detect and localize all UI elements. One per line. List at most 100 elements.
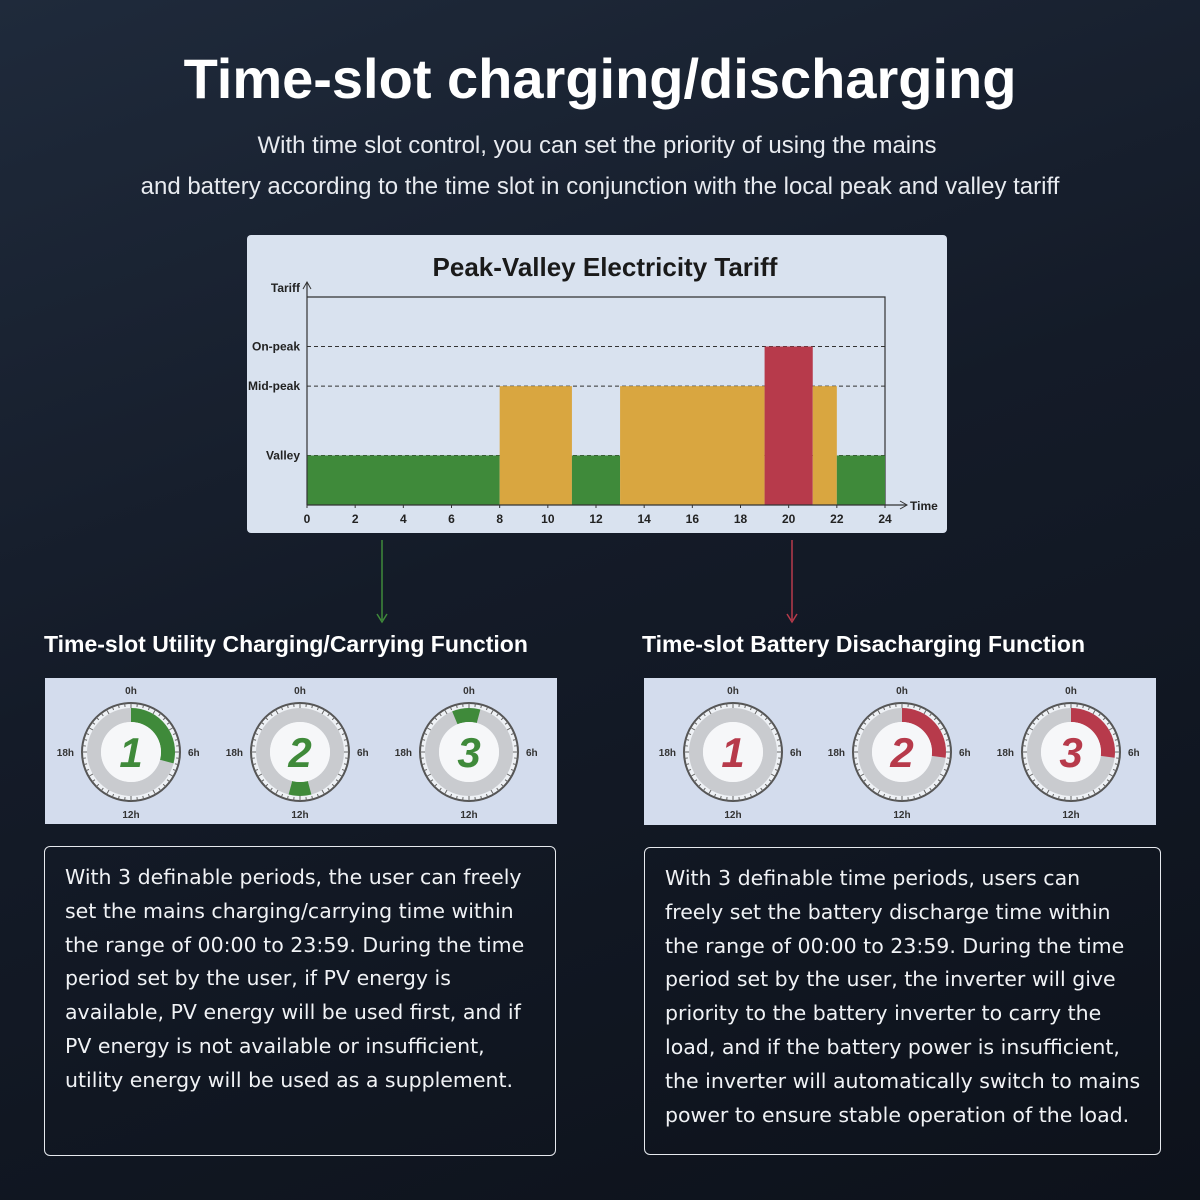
dial-tick: [945, 763, 950, 766]
x-tick-label: 20: [782, 512, 796, 526]
dial-tick: [1023, 738, 1028, 741]
panel-text: With 3 definable time periods, users can…: [644, 847, 1161, 1155]
dial-tick: [117, 795, 120, 800]
dial-tick: [252, 738, 257, 741]
x-tick-label: 10: [541, 512, 555, 526]
dial-face: [270, 722, 330, 782]
dial-tick: [929, 787, 933, 792]
bar: [499, 386, 572, 505]
x-tick-label: 16: [686, 512, 700, 526]
dial-label: 6h: [526, 748, 538, 759]
dial-tick: [693, 779, 698, 783]
dial-tick: [764, 716, 769, 721]
dial-tick: [1028, 773, 1035, 777]
dial-tick: [854, 763, 859, 766]
dial-tick: [1114, 738, 1119, 741]
dial-tick: [945, 738, 950, 741]
dial-tick: [426, 773, 433, 777]
dial-tick: [1102, 716, 1107, 721]
clock-number: 2: [287, 729, 311, 776]
time-slot: [288, 780, 312, 796]
dial-tick: [505, 773, 512, 777]
dial-tick: [85, 768, 90, 772]
dial-tick: [172, 732, 177, 736]
dial-tick: [505, 727, 512, 731]
dial-tick: [311, 795, 314, 800]
dial-tick: [269, 787, 273, 792]
dial-tick: [933, 716, 938, 721]
dial-tick: [882, 793, 886, 798]
dial-tick: [1098, 712, 1102, 717]
dial-tick: [341, 732, 346, 736]
dial-tick: [871, 787, 875, 792]
dial-tick: [429, 779, 434, 783]
dial-tick: [496, 712, 500, 717]
dial-tick: [1035, 716, 1040, 721]
dial-tick: [719, 704, 722, 709]
dial-label: 6h: [357, 748, 369, 759]
dial-tick: [336, 727, 343, 731]
axis-arrow: [899, 500, 909, 510]
dial-tick: [485, 793, 489, 798]
dial-tick: [1023, 763, 1028, 766]
title-rest: charging/discharging: [447, 47, 1016, 110]
dial-tick: [1112, 768, 1117, 772]
dial-tick: [744, 704, 747, 709]
dial-tick: [774, 768, 779, 772]
dial-tick: [1087, 793, 1091, 798]
dial-tick: [166, 779, 171, 783]
dial-tick: [1028, 727, 1035, 731]
dial-tick: [421, 763, 426, 766]
dial-tick: [1114, 763, 1119, 766]
dial-tick: [760, 712, 764, 717]
dial-tick: [335, 721, 340, 725]
subtitle: and battery according to the time slot i…: [141, 173, 1060, 200]
dial-tick: [158, 787, 162, 792]
dial-tick: [257, 727, 264, 731]
dial-tick: [331, 716, 336, 721]
dial-tick: [423, 732, 428, 736]
dial-tick: [117, 704, 120, 709]
clock-number: 1: [119, 729, 142, 776]
dial-tick: [749, 793, 753, 798]
dial-tick: [1082, 795, 1085, 800]
dial-tick: [341, 768, 346, 772]
x-tick-label: 2: [352, 512, 359, 526]
dial-tick: [768, 779, 773, 783]
dial-tick: [91, 721, 96, 725]
dial-tick: [85, 732, 90, 736]
y-tick-label: Mid-peak: [248, 379, 300, 393]
x-tick-label: 0: [304, 512, 311, 526]
arrow-head: [786, 613, 798, 624]
dial-tick: [83, 738, 88, 741]
dial-tick: [485, 706, 489, 711]
dial-tick: [866, 783, 871, 788]
dial-tick: [913, 795, 916, 800]
dial-tick: [1106, 779, 1111, 783]
dial-tick: [429, 721, 434, 725]
dial-tick: [147, 706, 151, 711]
dial-tick: [254, 732, 259, 736]
x-tick-label: 24: [878, 512, 892, 526]
dial-tick: [426, 727, 433, 731]
dial-face: [1041, 722, 1101, 782]
arrow-head: [376, 613, 388, 624]
dial-tick: [1102, 783, 1107, 788]
dial-tick: [1112, 732, 1117, 736]
dial-tick: [1051, 793, 1055, 798]
dial-tick: [327, 712, 331, 717]
dial-tick: [95, 716, 100, 721]
chart-title: Peak-Valley Electricity Tariff: [433, 252, 778, 282]
dial-label: 12h: [460, 810, 477, 821]
dial-tick: [1031, 779, 1036, 783]
dial-label: 12h: [122, 810, 139, 821]
dial-tick: [1098, 787, 1102, 792]
dial-face: [439, 722, 499, 782]
dial-tick: [512, 738, 517, 741]
dial-tick: [687, 768, 692, 772]
dial-tick: [316, 706, 320, 711]
dial-tick: [280, 706, 284, 711]
bar: [764, 346, 813, 505]
dial-tick: [147, 793, 151, 798]
